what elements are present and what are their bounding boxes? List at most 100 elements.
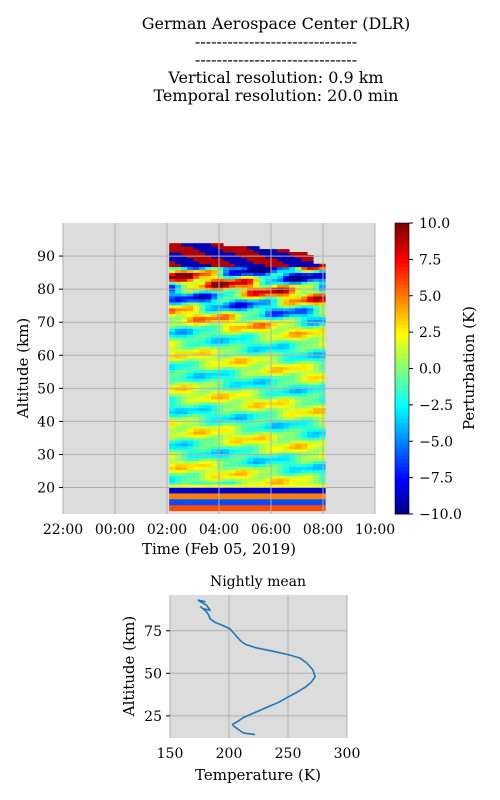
heatmap-cell xyxy=(223,490,230,494)
colorbar-segment xyxy=(395,368,409,373)
heatmap-x-axis-label: Time (Feb 05, 2019) xyxy=(142,540,296,558)
heatmap-y-tick-label: 80 xyxy=(37,282,55,298)
heatmap-cell xyxy=(169,246,176,250)
heatmap-cell xyxy=(259,384,266,388)
heatmap-cell xyxy=(253,290,260,294)
heatmap-cell xyxy=(259,278,266,282)
heatmap-cell xyxy=(175,369,182,373)
heatmap-cell xyxy=(241,507,248,512)
heatmap-cell xyxy=(241,293,248,297)
heatmap-cell xyxy=(301,263,308,268)
heatmap-cell xyxy=(229,451,236,456)
heatmap-cell xyxy=(217,293,224,297)
heatmap-cell xyxy=(187,454,194,459)
heatmap-cell xyxy=(301,504,308,509)
heatmap-cell xyxy=(169,254,176,259)
heatmap-cell xyxy=(283,401,290,406)
heatmap-cell xyxy=(229,366,236,370)
heatmap-cell xyxy=(205,304,212,309)
heatmap-cell xyxy=(319,313,326,318)
heatmap-cell xyxy=(181,260,188,265)
heatmap-cell xyxy=(217,475,224,479)
heatmap-cell xyxy=(283,490,290,494)
heatmap-cell xyxy=(313,422,320,426)
heatmap-cell xyxy=(217,243,224,247)
heatmap-cell xyxy=(283,307,290,312)
heatmap-cell xyxy=(253,454,260,459)
heatmap-cell xyxy=(169,501,176,506)
heatmap-cell xyxy=(175,490,182,494)
heatmap-cell xyxy=(193,266,200,271)
heatmap-cell xyxy=(205,284,212,288)
heatmap-cell xyxy=(289,328,296,332)
heatmap-cell xyxy=(265,266,272,271)
heatmap-cell xyxy=(235,281,242,285)
heatmap-cell xyxy=(319,325,326,329)
heatmap-cell xyxy=(229,478,236,482)
heatmap-cell xyxy=(277,501,284,506)
heatmap-cell xyxy=(259,390,266,394)
heatmap-cell xyxy=(301,451,308,456)
heatmap-cell xyxy=(187,460,194,465)
heatmap-cell xyxy=(253,357,260,362)
heatmap-cell xyxy=(301,310,308,315)
heatmap-cell xyxy=(289,431,296,435)
heatmap-cell xyxy=(217,351,224,356)
heatmap-cell xyxy=(271,337,278,341)
heatmap-cell xyxy=(205,334,212,338)
heatmap-cell xyxy=(295,496,302,500)
heatmap-cell xyxy=(271,272,278,276)
heatmap-cell xyxy=(307,260,314,265)
heatmap-cell xyxy=(229,257,236,262)
heatmap-cell xyxy=(319,351,326,356)
heatmap-cell xyxy=(193,507,200,512)
heatmap-cell xyxy=(199,416,206,420)
heatmap-cell xyxy=(259,496,266,500)
heatmap-cell xyxy=(169,310,176,315)
heatmap-cell xyxy=(223,366,230,370)
heatmap-cell xyxy=(229,319,236,323)
heatmap-cell xyxy=(277,431,284,435)
heatmap-cell xyxy=(283,410,290,415)
colorbar-segment xyxy=(395,466,409,471)
heatmap-cell xyxy=(283,431,290,435)
line-y-axis-label: Altitude (km) xyxy=(120,616,138,717)
heatmap-cell xyxy=(301,340,308,344)
heatmap-x-tick-label: 08:00 xyxy=(303,522,343,538)
heatmap-cell xyxy=(199,351,206,356)
heatmap-cell xyxy=(253,322,260,326)
heatmap-cell xyxy=(187,304,194,309)
heatmap-cell xyxy=(265,404,272,409)
heatmap-cell xyxy=(205,378,212,382)
heatmap-cell xyxy=(223,357,230,362)
heatmap-cell xyxy=(241,296,248,300)
heatmap-cell xyxy=(295,443,302,447)
heatmap-cell xyxy=(313,454,320,459)
heatmap-cell xyxy=(259,431,266,435)
heatmap-cell xyxy=(175,481,182,485)
heatmap-cell xyxy=(247,390,254,394)
heatmap-cell xyxy=(229,375,236,379)
heatmap-cell xyxy=(307,387,314,391)
heatmap-cell xyxy=(223,349,230,353)
heatmap-cell xyxy=(199,307,206,312)
heatmap-cell xyxy=(247,407,254,412)
heatmap-cell xyxy=(265,443,272,447)
heatmap-cell xyxy=(217,331,224,335)
heatmap-cell xyxy=(181,463,188,467)
heatmap-cell xyxy=(175,487,182,491)
heatmap-cell xyxy=(211,381,218,385)
heatmap-cell xyxy=(289,334,296,338)
heatmap-cell xyxy=(301,422,308,426)
heatmap-cell xyxy=(199,357,206,362)
heatmap-cell xyxy=(319,498,326,503)
heatmap-cell xyxy=(277,366,284,370)
heatmap-cell xyxy=(277,266,284,271)
heatmap-cell xyxy=(271,490,278,494)
heatmap-cell xyxy=(277,446,284,450)
heatmap-cell xyxy=(319,454,326,459)
heatmap-cell xyxy=(301,304,308,309)
heatmap-cell xyxy=(265,316,272,321)
heatmap-cell xyxy=(223,422,230,426)
heatmap-cell xyxy=(235,284,242,288)
